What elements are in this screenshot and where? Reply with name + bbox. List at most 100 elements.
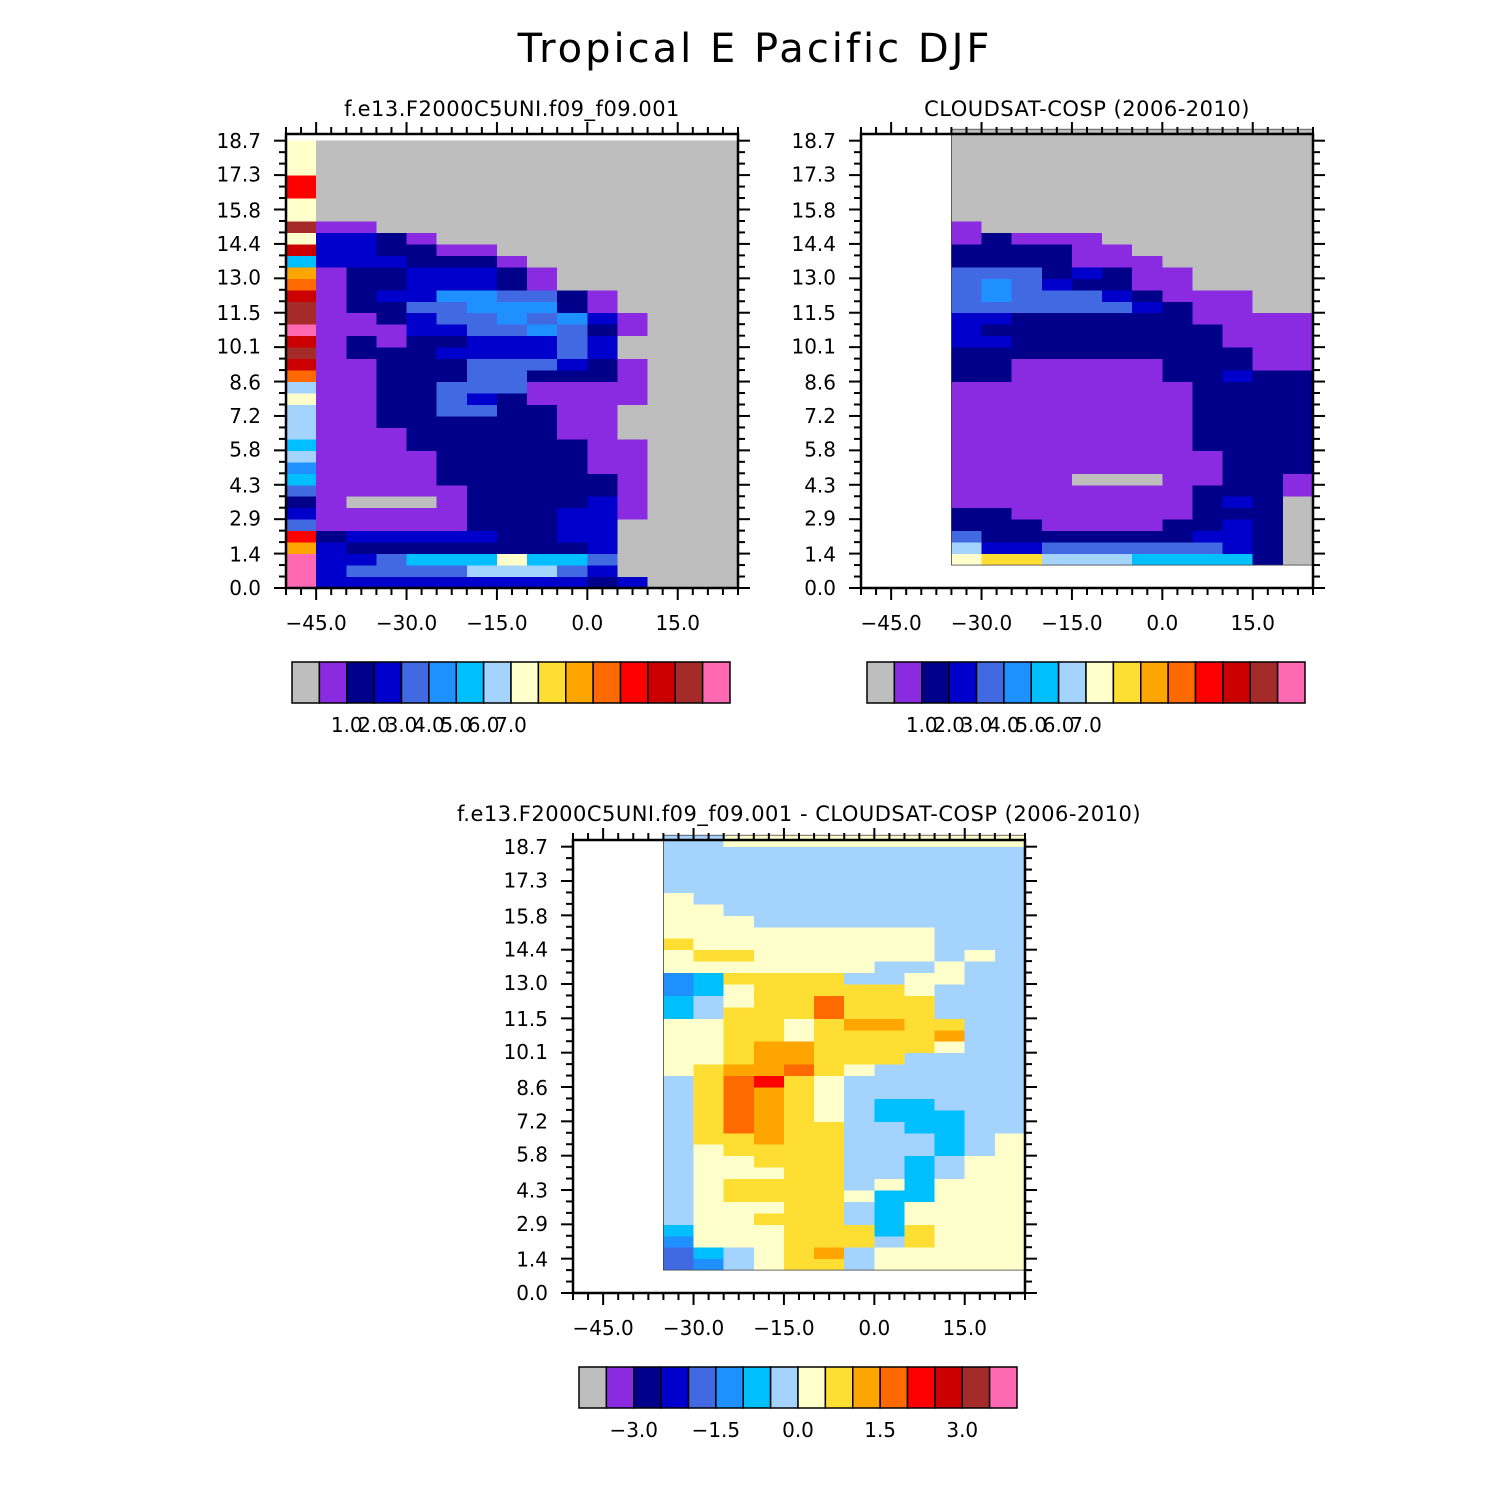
heatmap-cell — [587, 473, 618, 486]
heatmap-cell — [844, 1064, 875, 1077]
heatmap-cell — [844, 1041, 875, 1054]
heatmap-cell — [1282, 507, 1314, 520]
heatmap-cell — [1162, 324, 1193, 337]
heatmap-cell — [693, 892, 725, 905]
heatmap-cell — [1071, 289, 1103, 302]
heatmap-cell — [1041, 301, 1073, 314]
heatmap-cell — [1162, 381, 1193, 394]
heatmap-cell — [376, 542, 408, 555]
heatmap-cell — [346, 530, 377, 543]
heatmap-cell — [753, 1052, 785, 1065]
heatmap-cell — [814, 1167, 845, 1180]
heatmap-cell — [753, 1212, 785, 1225]
heatmap-cell — [1192, 278, 1224, 291]
heatmap-cell — [376, 266, 408, 279]
heatmap-cell — [783, 1201, 815, 1214]
heatmap-cell — [814, 1087, 845, 1099]
heatmap-cell — [753, 995, 785, 1008]
colorbar-box — [893, 661, 923, 704]
heatmap-cell — [707, 358, 739, 371]
heatmap-cell — [783, 995, 815, 1008]
heatmap-cell — [707, 324, 739, 337]
heatmap-cell — [1252, 243, 1284, 256]
heatmap-cell — [753, 1235, 785, 1248]
colorbar-label: 4.0 — [413, 713, 445, 737]
heatmap-cell — [496, 266, 528, 279]
heatmap-cell — [904, 1144, 936, 1157]
heatmap-cell — [316, 140, 347, 153]
heatmap-cell — [1222, 232, 1254, 245]
heatmap-cell — [286, 576, 317, 589]
heatmap-cell — [693, 1258, 725, 1271]
heatmap-cell — [663, 1018, 695, 1031]
heatmap-cell — [693, 1178, 725, 1191]
heatmap-cell — [663, 1235, 695, 1248]
heatmap-cell — [707, 243, 739, 256]
heatmap-cell — [286, 484, 317, 497]
heatmap-cell — [723, 1075, 755, 1088]
heatmap-cell — [617, 519, 649, 532]
heatmap-cell — [496, 496, 528, 509]
heatmap-cell — [814, 858, 845, 871]
heatmap-cell — [286, 381, 317, 394]
heatmap-cell — [406, 243, 438, 256]
heatmap-cell — [496, 209, 528, 222]
colorbar-label: 6.0 — [1043, 713, 1075, 737]
heatmap-cell — [1071, 220, 1103, 233]
heatmap-cell — [844, 869, 875, 882]
heatmap-cell — [1222, 415, 1254, 428]
heatmap-cell — [1162, 484, 1193, 497]
heatmap-cell — [587, 175, 618, 188]
heatmap-cell — [723, 1247, 755, 1260]
heatmap-cell — [647, 461, 679, 474]
heatmap-cell — [1041, 255, 1073, 268]
heatmap-cell — [1132, 152, 1163, 165]
heatmap-cell — [496, 163, 528, 176]
heatmap-cell — [587, 243, 618, 256]
heatmap-cell — [1041, 484, 1073, 497]
heatmap-cell — [1071, 519, 1103, 532]
heatmap-cell — [647, 324, 679, 337]
heatmap-cell — [1252, 335, 1284, 348]
heatmap-cell — [663, 1144, 695, 1157]
heatmap-cell — [1162, 335, 1193, 348]
y-tick-label: 13.0 — [503, 971, 548, 995]
heatmap-cell — [286, 175, 317, 188]
heatmap-cell — [346, 198, 377, 211]
heatmap-cell — [617, 507, 649, 520]
heatmap-cell — [316, 519, 347, 532]
heatmap-cell — [753, 984, 785, 996]
axis-ticks — [849, 122, 1325, 600]
heatmap-cell — [1252, 553, 1284, 566]
heatmap-cell — [707, 576, 739, 589]
heatmap-cell — [1252, 347, 1284, 360]
heatmap-cell — [436, 370, 468, 383]
heatmap-cell — [557, 553, 588, 566]
heatmap-cell — [466, 324, 498, 337]
heatmap-cell — [981, 450, 1013, 463]
heatmap-cell — [707, 278, 739, 291]
y-tick-label: 4.3 — [229, 473, 261, 497]
heatmap-cell — [376, 415, 408, 428]
heatmap-cell — [316, 542, 347, 555]
heatmap-cell — [1071, 152, 1103, 165]
heatmap-cell — [1041, 186, 1073, 199]
heatmap-cell — [1011, 415, 1043, 428]
colorbar-label: 1.0 — [906, 713, 938, 737]
heatmap-cell — [904, 892, 936, 905]
heatmap-cell — [496, 312, 528, 325]
heatmap-cell — [663, 995, 695, 1008]
heatmap-cell — [587, 255, 618, 268]
heatmap-cell — [286, 438, 317, 451]
heatmap-cell — [436, 198, 468, 211]
heatmap-cell — [1041, 427, 1073, 440]
colorbar-box — [674, 661, 704, 704]
y-tick-label: 1.4 — [516, 1248, 548, 1272]
heatmap-cell — [1282, 278, 1314, 291]
heatmap-cell — [951, 484, 983, 497]
heatmap-cell — [376, 438, 408, 451]
heatmap-cell — [1252, 415, 1284, 428]
heatmap-cell — [693, 915, 725, 928]
heatmap-cell — [406, 278, 438, 291]
heatmap-cell — [783, 1190, 815, 1202]
